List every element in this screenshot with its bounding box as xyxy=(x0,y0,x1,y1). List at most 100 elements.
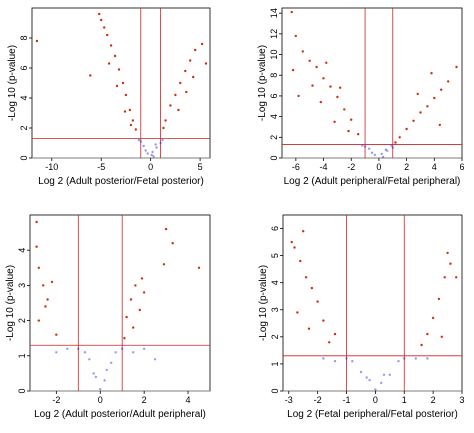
y-tick-label: 4 xyxy=(17,248,27,253)
nonsignificant-point xyxy=(66,347,69,350)
nonsignificant-point xyxy=(397,360,400,363)
significant-point xyxy=(315,65,318,69)
significant-point xyxy=(447,80,450,83)
significant-point xyxy=(304,276,308,279)
significant-point xyxy=(177,108,180,112)
significant-point xyxy=(433,96,436,100)
significant-point xyxy=(294,34,297,38)
significant-point xyxy=(185,90,188,94)
significant-point xyxy=(455,65,458,69)
significant-point xyxy=(296,311,299,314)
significant-point xyxy=(308,59,311,62)
significant-point xyxy=(302,230,305,233)
y-tick-label: 2 xyxy=(19,125,29,130)
y-tick-label: 14 xyxy=(269,8,279,18)
nonsignificant-point xyxy=(83,351,87,354)
nonsignificant-point xyxy=(152,155,155,158)
significant-point xyxy=(89,74,92,77)
significant-point xyxy=(398,136,401,139)
nonsignificant-point xyxy=(426,357,429,360)
nonsignificant-point xyxy=(154,143,157,146)
significant-point xyxy=(169,104,172,107)
y-tick-label: 4 xyxy=(270,280,280,285)
volcano-panel-1: -10 -5 0 5 0 2 4 6 8 Log 2 (Adult posterior/Fetal… xyxy=(7,7,211,187)
significant-point xyxy=(109,44,113,47)
significant-point xyxy=(162,126,165,130)
significant-point xyxy=(162,263,166,266)
significant-point xyxy=(192,75,195,79)
significant-point xyxy=(426,332,429,336)
significant-point xyxy=(46,298,49,301)
volcano-panel-3: -2 0 2 4 0 1 2 3 4 Log 2 (Adult posterior/Adult p… xyxy=(5,214,211,420)
significant-point xyxy=(301,50,304,53)
significant-point xyxy=(437,297,441,301)
significant-point xyxy=(37,266,40,269)
significant-point xyxy=(311,84,314,87)
significant-point xyxy=(438,123,441,127)
nonsignificant-point xyxy=(132,351,135,354)
significant-point xyxy=(419,111,422,114)
nonsignificant-point xyxy=(99,388,102,391)
nonsignificant-point xyxy=(144,149,147,152)
significant-point xyxy=(35,220,38,224)
x-axis-label: Log 2 (Fetal peripheral/Fetal posterior) xyxy=(287,409,458,420)
significant-point xyxy=(37,319,40,322)
x-axis-label: Log 2 (Adult posterior/Fetal posterior) xyxy=(38,176,204,187)
nonsignificant-point xyxy=(368,147,371,150)
nonsignificant-point xyxy=(414,357,417,360)
y-tick-label: 6 xyxy=(269,93,279,98)
x-tick-label: 2 xyxy=(142,395,147,405)
y-tick-label: 0 xyxy=(19,155,29,160)
nonsignificant-point xyxy=(345,357,348,360)
y-tick-label: 3 xyxy=(270,307,280,312)
nonsignificant-point xyxy=(359,370,363,374)
significant-point xyxy=(107,62,111,65)
x-tick-label: -6 xyxy=(292,162,300,172)
significant-point xyxy=(44,305,47,308)
significant-point xyxy=(307,327,311,330)
y-tick-label: 1 xyxy=(270,361,280,366)
significant-point xyxy=(347,129,350,133)
x-tick-label: 0 xyxy=(373,395,378,405)
nonsignificant-point xyxy=(373,153,376,157)
x-tick-label: 1 xyxy=(402,395,407,405)
significant-point xyxy=(98,12,101,16)
y-tick-label: 2 xyxy=(17,318,27,323)
significant-point xyxy=(333,120,336,124)
significant-point xyxy=(412,119,415,123)
plot-frame xyxy=(282,214,463,392)
significant-point xyxy=(357,133,360,136)
nonsignificant-point xyxy=(105,368,109,372)
x-tick-label: -2 xyxy=(347,162,355,172)
significant-point xyxy=(55,333,58,336)
y-tick-label: 10 xyxy=(269,50,279,60)
x-tick-label: 4 xyxy=(186,395,191,405)
significant-point xyxy=(164,119,167,122)
significant-point xyxy=(128,108,132,112)
significant-point xyxy=(449,262,452,265)
nonsignificant-point xyxy=(374,388,377,391)
nonsignificant-point xyxy=(391,146,394,149)
x-tick-label: -3 xyxy=(285,395,293,405)
nonsignificant-point xyxy=(365,376,368,379)
nonsignificant-point xyxy=(94,375,98,379)
nonsignificant-point xyxy=(121,347,124,350)
significant-point xyxy=(194,48,197,52)
nonsignificant-point xyxy=(137,138,140,142)
nonsignificant-point xyxy=(142,347,146,350)
significant-point xyxy=(290,10,293,14)
significant-point xyxy=(440,88,443,91)
significant-point xyxy=(430,72,433,75)
x-tick-label: 5 xyxy=(198,162,203,172)
x-axis-label: Log 2 (Adult peripheral/Fetal peripheral… xyxy=(284,176,461,187)
significant-point xyxy=(123,337,126,340)
nonsignificant-point xyxy=(110,361,113,364)
nonsignificant-point xyxy=(370,151,374,154)
significant-point xyxy=(132,326,135,329)
significant-point xyxy=(426,105,429,108)
nonsignificant-point xyxy=(380,152,383,156)
x-tick-label: -2 xyxy=(52,395,60,405)
significant-point xyxy=(164,227,168,231)
significant-point xyxy=(134,128,137,131)
